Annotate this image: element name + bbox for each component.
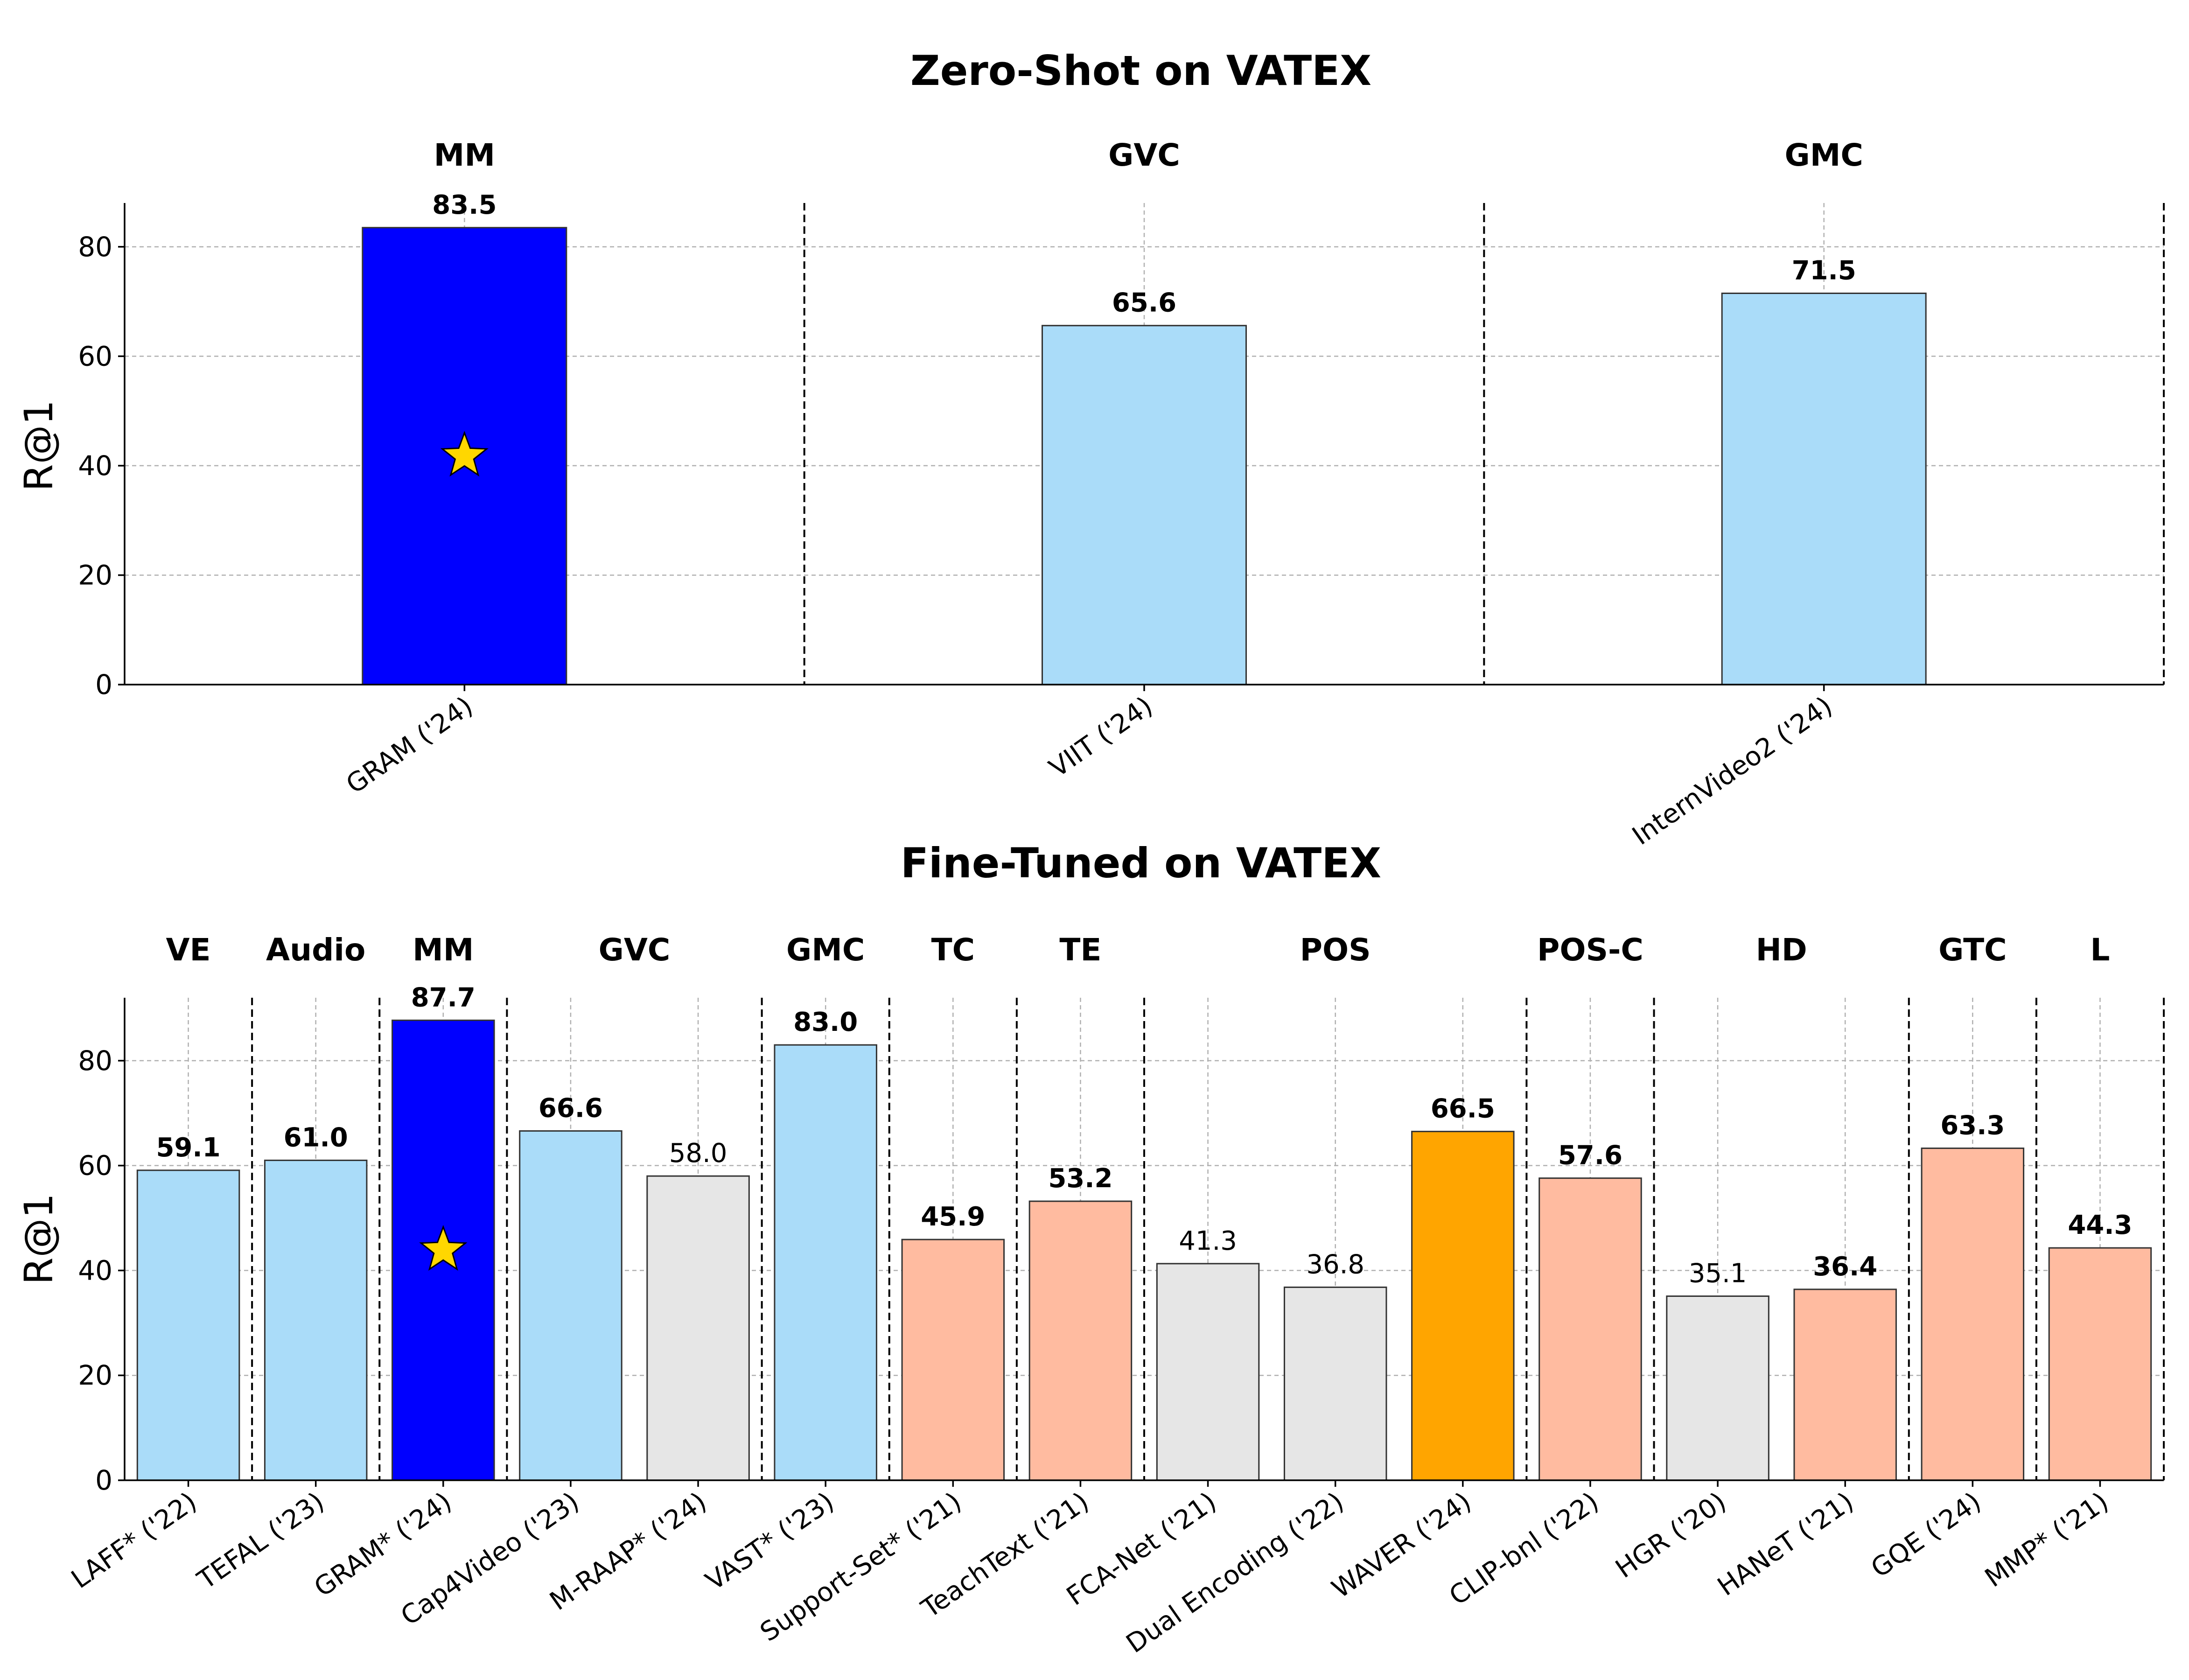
y-tick-label: 40 <box>78 450 112 482</box>
group-label: Audio <box>266 932 365 968</box>
value-labels: 83.5 65.6 71.5 <box>432 190 1856 318</box>
group-label: MM <box>434 137 495 173</box>
bars <box>362 227 1927 686</box>
bar <box>2048 1247 2152 1481</box>
value-label: 41.3 <box>1179 1226 1237 1256</box>
bar <box>1666 1295 1769 1481</box>
value-label: 71.5 <box>1792 256 1856 286</box>
y-axis-title: R@1 <box>16 400 62 491</box>
chart-title: Zero-Shot on VATEX <box>910 47 1371 95</box>
y-tick-labels: 0 20 40 60 80 <box>78 231 112 700</box>
value-label: 83.0 <box>793 1007 858 1037</box>
value-label: 61.0 <box>284 1122 348 1153</box>
bar <box>1721 293 1927 686</box>
y-tick-label: 0 <box>95 1464 112 1496</box>
value-label: 53.2 <box>1048 1163 1112 1194</box>
value-label: 87.7 <box>411 982 476 1013</box>
star-markers <box>440 431 489 477</box>
group-labels: VE Audio MM GVC GMC TC TE POS POS-C HD GTC L <box>166 932 2110 968</box>
bar <box>136 1169 240 1481</box>
group-label: GTC <box>1938 932 2007 968</box>
bar <box>1921 1148 2025 1481</box>
chart-title: Fine-Tuned on VATEX <box>901 839 1381 887</box>
group-label: TC <box>931 932 975 968</box>
group-label: GMC <box>786 932 865 968</box>
star-markers <box>419 1225 468 1271</box>
y-tick-label: 20 <box>78 559 112 591</box>
bar <box>1042 325 1247 686</box>
value-label: 44.3 <box>2068 1210 2132 1240</box>
value-label: 58.0 <box>669 1138 727 1169</box>
y-tick-label: 40 <box>78 1254 112 1286</box>
group-label: TE <box>1059 932 1101 968</box>
value-label: 36.8 <box>1306 1249 1364 1280</box>
bar <box>646 1175 750 1481</box>
axes <box>118 203 2164 691</box>
y-tick-label: 60 <box>78 1150 112 1182</box>
star-marker <box>440 431 489 477</box>
y-tick-label: 80 <box>78 1045 112 1077</box>
value-label: 45.9 <box>921 1202 985 1232</box>
value-label: 66.5 <box>1431 1094 1495 1124</box>
bar <box>1539 1177 1642 1481</box>
value-label: 83.5 <box>432 190 497 220</box>
group-labels: MM GVC GMC <box>434 137 1863 173</box>
value-label: 66.6 <box>539 1093 603 1123</box>
y-tick-label: 20 <box>78 1359 112 1391</box>
y-tick-label: 60 <box>78 340 112 372</box>
value-label: 63.3 <box>1940 1111 2005 1141</box>
group-label: POS-C <box>1537 932 1643 968</box>
group-label: POS <box>1300 932 1371 968</box>
group-label: GVC <box>599 932 671 968</box>
bar <box>1156 1263 1260 1481</box>
star-marker <box>419 1225 468 1271</box>
bar <box>901 1239 1005 1481</box>
group-label: VE <box>166 932 210 968</box>
bar <box>1793 1288 1897 1481</box>
group-separators <box>803 203 2165 685</box>
bar <box>1411 1131 1515 1481</box>
value-label: 65.6 <box>1112 288 1176 318</box>
fine-tuned-chart: Fine-Tuned on VATEX R@1 0 20 40 60 80 59.1 61… <box>16 839 2165 1659</box>
value-label: 36.4 <box>1813 1252 1877 1282</box>
value-label: 57.6 <box>1558 1141 1623 1171</box>
bar <box>1028 1200 1133 1481</box>
value-labels: 59.1 61.0 87.7 66.6 58.0 83.0 45.9 53.2 41.3 36.8… <box>156 982 2132 1288</box>
axes <box>118 998 2164 1487</box>
group-separators <box>251 998 2165 1480</box>
group-label: GVC <box>1108 137 1180 173</box>
bar <box>519 1130 622 1481</box>
y-tick-labels: 0 20 40 60 80 <box>78 1045 112 1496</box>
value-label: 35.1 <box>1689 1259 1747 1289</box>
y-tick-label: 0 <box>95 669 112 700</box>
group-label: MM <box>413 932 474 968</box>
y-axis-title: R@1 <box>16 1193 62 1285</box>
bar <box>264 1159 368 1481</box>
bar <box>1283 1286 1387 1481</box>
y-tick-label: 80 <box>78 231 112 263</box>
group-label: L <box>2090 932 2110 968</box>
group-label: HD <box>1756 932 1807 968</box>
group-label: GMC <box>1785 137 1863 173</box>
value-label: 59.1 <box>156 1133 220 1163</box>
bar <box>774 1044 877 1481</box>
